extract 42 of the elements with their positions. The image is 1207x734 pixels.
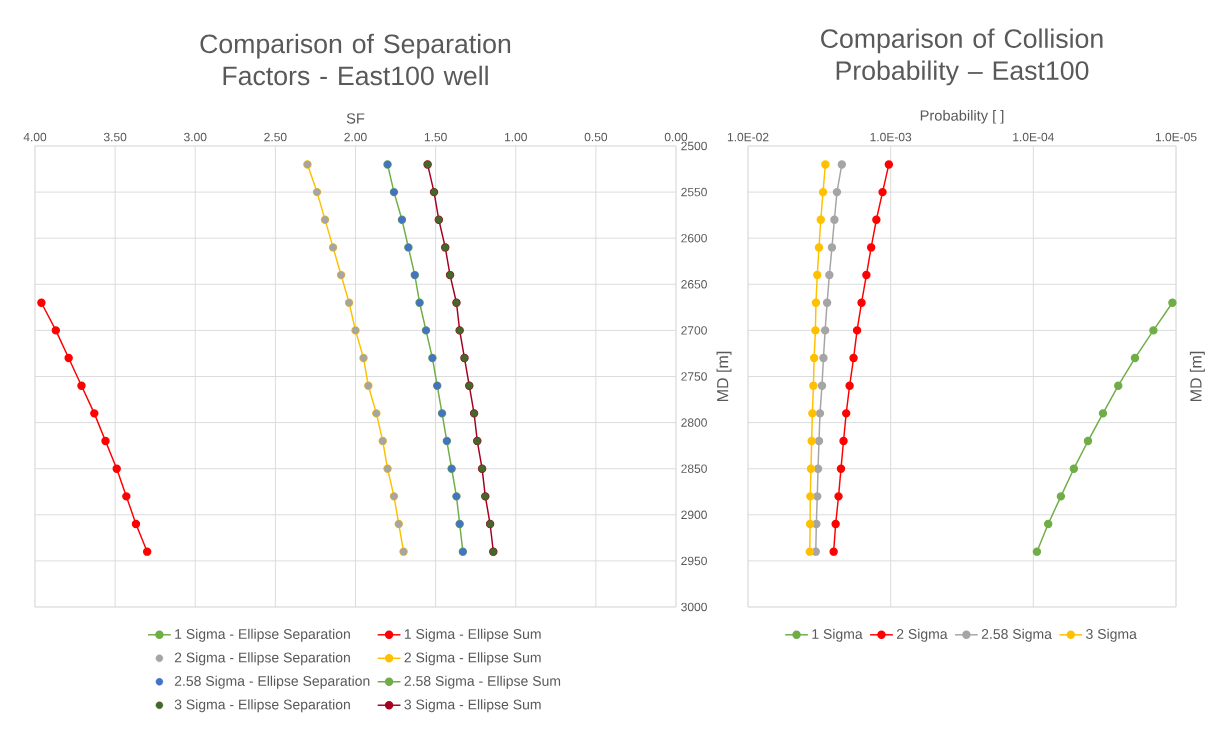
legend-label: 2.58 Sigma - Ellipse Separation — [174, 675, 370, 689]
x-tick-label: 2.00 — [344, 132, 367, 142]
x-tick-label: 4.00 — [23, 132, 47, 142]
y-tick-label: 2750 — [681, 372, 707, 381]
y-axis-title: MD [m] — [716, 351, 732, 401]
x-tick-label: 1.0E-04 — [1013, 132, 1054, 142]
x-tick-label: 1.0E-03 — [870, 132, 912, 142]
chart-title: Comparison of Collision Probability – East100 — [821, 28, 1103, 86]
x-tick-label: 0.50 — [584, 132, 608, 142]
y-tick-label: 2700 — [681, 326, 707, 335]
legend-label: 1 Sigma — [812, 628, 863, 642]
chart-title: Comparison of Separation Factors - East100 well — [200, 33, 511, 86]
y-tick-label: 2600 — [681, 233, 707, 243]
x-tick-label: 1.0E-02 — [727, 132, 769, 142]
x-tick-label: 1.0E-05 — [1155, 132, 1197, 142]
legend-label: 2.58 Sigma — [981, 628, 1052, 642]
legend-label: 1 Sigma - Ellipse Sum — [404, 628, 541, 642]
y-tick-label: 2800 — [681, 418, 707, 427]
x-tick-label: 1.00 — [504, 132, 527, 142]
legend-label: 3 Sigma — [1086, 628, 1137, 642]
x-tick-label: 1.50 — [424, 132, 447, 142]
x-tick-label: 2.50 — [264, 132, 287, 142]
legend-label: 2 Sigma - Ellipse Separation — [174, 652, 350, 666]
y-tick-label: 2850 — [681, 464, 707, 473]
y-tick-label: 3000 — [681, 602, 707, 612]
y-tick-label: 2650 — [681, 280, 707, 289]
x-axis-title: SF — [346, 113, 365, 124]
legend-label: 3 Sigma - Ellipse Separation — [174, 699, 350, 713]
x-tick-label: 3.00 — [184, 132, 207, 142]
y-axis-title: MD [m] — [1189, 351, 1205, 401]
legend-label: 2.58 Sigma - Ellipse Sum — [404, 675, 561, 689]
y-tick-label: 2900 — [681, 510, 707, 520]
y-tick-label: 2500 — [681, 141, 707, 151]
x-axis-title: Probability [ ] — [920, 109, 1004, 124]
legend-label: 3 Sigma - Ellipse Sum — [404, 699, 541, 713]
x-tick-label: 0.00 — [664, 132, 688, 142]
y-tick-label: 2550 — [681, 187, 707, 197]
y-tick-label: 2950 — [681, 556, 707, 566]
legend-label: 2 Sigma - Ellipse Sum — [404, 652, 541, 666]
legend-label: 1 Sigma - Ellipse Separation — [175, 628, 350, 642]
x-tick-label: 3.50 — [103, 132, 127, 142]
legend-label: 2 Sigma — [896, 628, 948, 642]
